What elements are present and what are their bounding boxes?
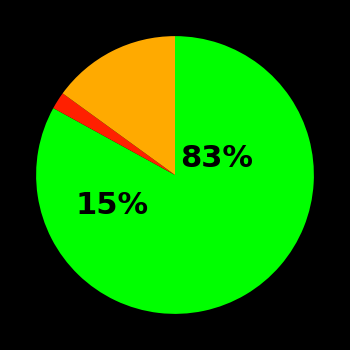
Text: 83%: 83% — [180, 144, 253, 173]
Wedge shape — [63, 36, 175, 175]
Text: 15%: 15% — [76, 191, 149, 220]
Wedge shape — [53, 93, 175, 175]
Wedge shape — [36, 36, 314, 314]
